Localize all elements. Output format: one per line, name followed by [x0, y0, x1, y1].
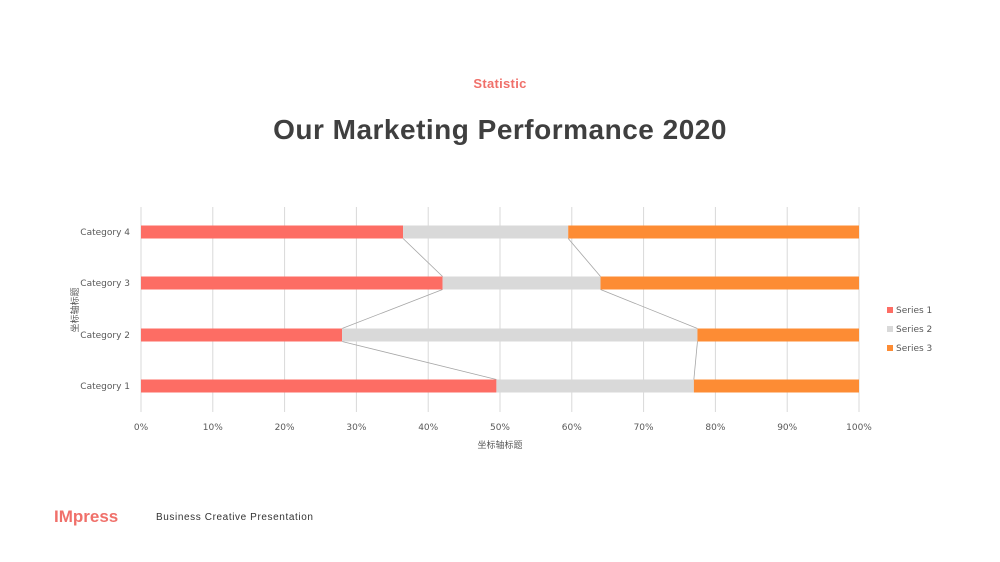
bar-series-3-category-1	[693, 379, 859, 393]
x-axis-ticks: 0% 10% 20% 30% 40% 50% 60% 70% 80% 90% 100%	[134, 423, 872, 433]
series-line	[567, 238, 601, 277]
section-eyebrow: Statistic	[473, 76, 527, 91]
bar-series-2-category-3	[442, 276, 601, 290]
bar-series-1-category-3	[141, 276, 443, 290]
x-tick-label: 0%	[134, 423, 149, 433]
y-tick-label: Category 2	[80, 331, 130, 341]
series-line	[402, 238, 443, 277]
y-tick-label: Category 4	[80, 228, 130, 238]
page-title: Our Marketing Performance 2020	[273, 114, 727, 145]
series-line	[600, 289, 698, 329]
x-axis-label: 坐标轴标题	[477, 439, 522, 451]
bar-series-3-category-2	[697, 328, 859, 342]
bar-series-3-category-3	[600, 276, 859, 290]
legend-entry: Series 1	[896, 306, 932, 316]
x-tick-label: 50%	[490, 423, 510, 433]
x-tick-label: 80%	[705, 423, 725, 433]
y-tick-label: Category 3	[80, 279, 130, 289]
y-axis-ticks: Category 1 Category 2 Category 3 Category 4	[80, 228, 130, 392]
x-tick-label: 20%	[275, 423, 295, 433]
series-connector-lines	[341, 238, 698, 380]
y-axis-label: 坐标轴标题	[69, 287, 81, 332]
y-tick-label: Category 1	[80, 382, 130, 392]
series-line	[341, 289, 443, 329]
x-tick-label: 30%	[346, 423, 366, 433]
x-tick-label: 70%	[634, 423, 654, 433]
chart-gridlines	[140, 207, 860, 412]
x-tick-label: 60%	[562, 423, 582, 433]
legend-swatch	[887, 345, 893, 351]
chart-bars	[141, 225, 859, 393]
bar-series-3-category-4	[568, 225, 859, 239]
x-tick-label: 100%	[846, 423, 872, 433]
bar-series-1-category-1	[141, 379, 497, 393]
legend-entry: Series 3	[896, 344, 932, 354]
bar-series-2-category-4	[403, 225, 569, 239]
x-tick-label: 40%	[418, 423, 438, 433]
legend-swatch	[887, 326, 893, 332]
bar-series-2-category-1	[496, 379, 694, 393]
brand-logo-text: IMpress	[54, 507, 119, 526]
series-line	[341, 341, 497, 380]
brand-tagline: Business Creative Presentation	[156, 512, 314, 523]
chart-legend: Series 1 Series 2 Series 3	[887, 306, 932, 354]
bar-series-1-category-2	[141, 328, 343, 342]
x-tick-label: 10%	[203, 423, 223, 433]
bar-series-2-category-2	[342, 328, 698, 342]
legend-entry: Series 2	[896, 325, 932, 335]
legend-swatch	[887, 307, 893, 313]
bar-series-1-category-4	[141, 225, 404, 239]
series-line	[693, 341, 698, 380]
x-tick-label: 90%	[777, 423, 797, 433]
